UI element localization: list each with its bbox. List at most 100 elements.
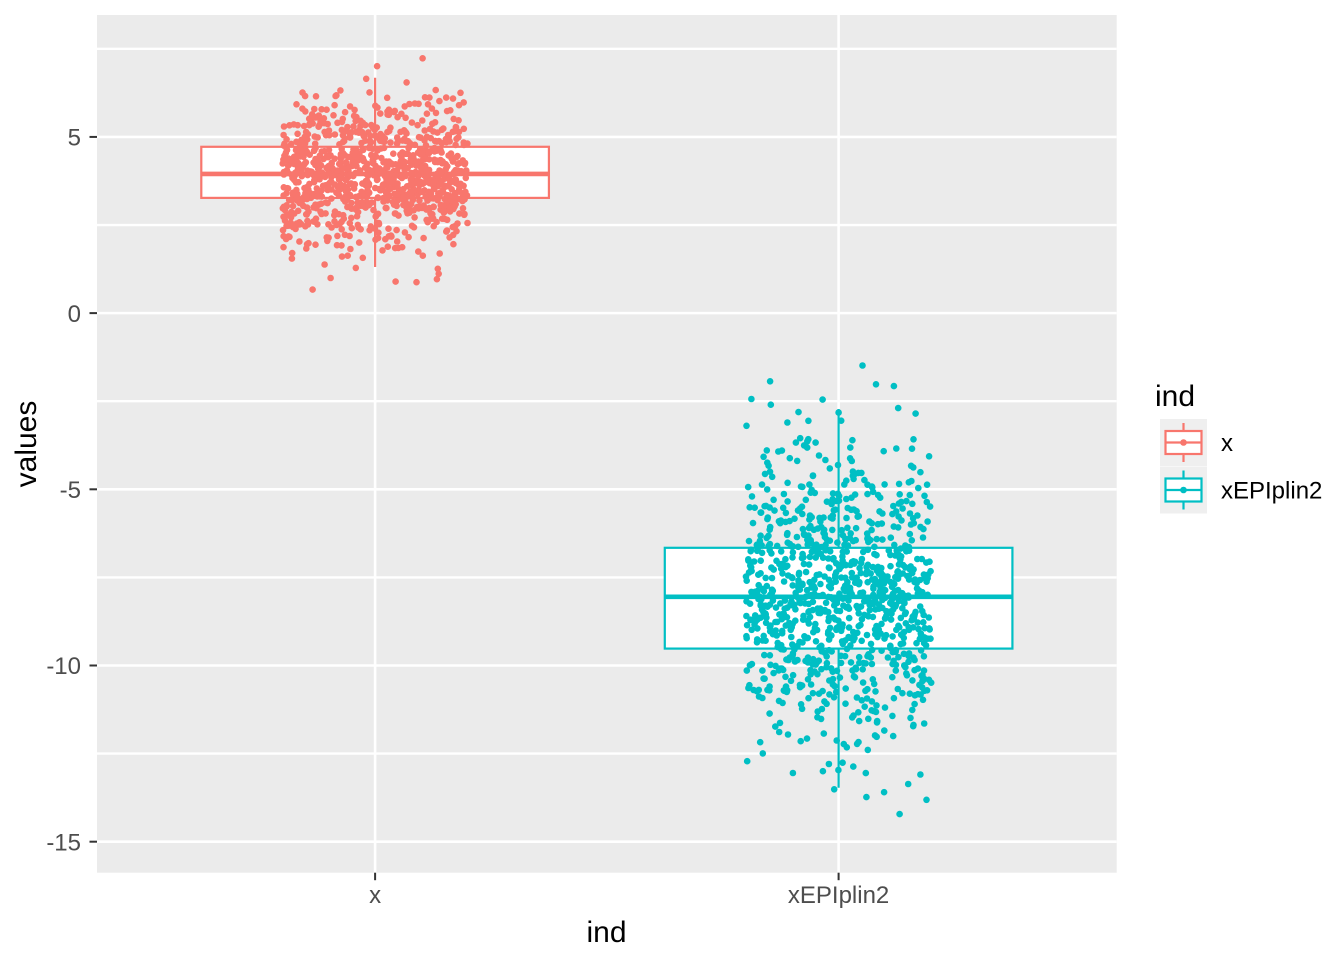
data-point (454, 160, 462, 168)
data-point (781, 597, 789, 604)
data-point (901, 610, 909, 618)
data-point (753, 639, 761, 646)
data-point (360, 157, 368, 165)
data-point (328, 195, 335, 202)
data-point (365, 189, 373, 196)
data-point (805, 694, 812, 702)
data-point (423, 216, 430, 224)
data-point (910, 464, 917, 471)
data-point (379, 181, 387, 189)
data-point (881, 727, 888, 734)
data-point (816, 571, 823, 578)
data-point (858, 615, 866, 623)
data-point (430, 222, 438, 230)
data-point (834, 490, 842, 498)
data-point (826, 465, 834, 472)
data-point (750, 686, 757, 694)
data-point (423, 110, 431, 117)
data-point (430, 203, 437, 211)
data-point (434, 195, 442, 202)
data-point (380, 144, 388, 152)
data-point (895, 597, 903, 605)
data-point (288, 249, 296, 257)
data-point (373, 164, 380, 171)
data-point (909, 500, 916, 508)
boxplot-legend-glyph-icon (1164, 423, 1203, 462)
data-point (859, 679, 867, 686)
data-point (757, 570, 764, 577)
data-point (823, 663, 830, 671)
data-point (744, 483, 752, 491)
data-point (894, 524, 902, 531)
data-point (314, 134, 322, 141)
data-point (857, 569, 865, 577)
data-point (335, 210, 343, 218)
data-point (805, 620, 813, 627)
data-point (436, 250, 444, 257)
data-point (855, 580, 863, 588)
data-point (789, 554, 796, 561)
data-point (848, 574, 856, 581)
data-point (385, 225, 392, 232)
data-point (405, 233, 412, 241)
data-point (286, 233, 293, 241)
data-point (350, 123, 357, 130)
data-point (459, 205, 467, 212)
data-point (925, 453, 933, 460)
data-point (383, 94, 391, 102)
data-point (812, 638, 820, 645)
y-axis-tick-label: 5 (68, 125, 81, 152)
data-point (835, 617, 842, 624)
data-point (342, 183, 349, 190)
data-point (832, 688, 840, 696)
data-point (867, 654, 875, 661)
data-point (757, 557, 764, 564)
data-point (757, 509, 765, 516)
data-point (769, 597, 777, 604)
data-point (801, 594, 808, 601)
data-point (755, 693, 763, 700)
data-point (438, 139, 446, 147)
data-point (919, 677, 926, 685)
data-point (805, 435, 812, 443)
data-point (464, 140, 471, 147)
data-point (887, 644, 894, 652)
data-point (908, 477, 915, 485)
data-point (315, 112, 323, 119)
data-point (848, 714, 856, 721)
data-point (325, 127, 333, 134)
data-point (903, 497, 910, 505)
data-point (836, 674, 844, 681)
data-point (854, 605, 862, 612)
data-point (780, 646, 787, 653)
data-point (871, 575, 879, 583)
data-point (905, 592, 912, 599)
data-point (452, 141, 459, 149)
data-point (801, 633, 808, 640)
data-point (799, 510, 806, 518)
data-point (909, 706, 916, 714)
data-point (895, 513, 902, 520)
data-point (371, 152, 379, 159)
data-point (302, 211, 310, 218)
data-point (766, 523, 774, 531)
data-point (751, 590, 759, 597)
data-point (766, 683, 773, 690)
data-point (825, 760, 833, 768)
data-point (843, 548, 850, 555)
data-point (438, 168, 445, 176)
data-point (373, 124, 381, 131)
data-point (850, 673, 858, 680)
data-point (920, 525, 927, 533)
data-point (754, 616, 761, 623)
data-point (384, 243, 392, 250)
data-point (860, 659, 867, 667)
data-point (393, 134, 401, 141)
data-point (869, 563, 877, 571)
data-point (820, 526, 828, 534)
data-point (906, 510, 914, 517)
data-point (344, 123, 351, 131)
data-point (899, 570, 907, 577)
data-point (786, 454, 794, 462)
data-point (761, 651, 768, 659)
